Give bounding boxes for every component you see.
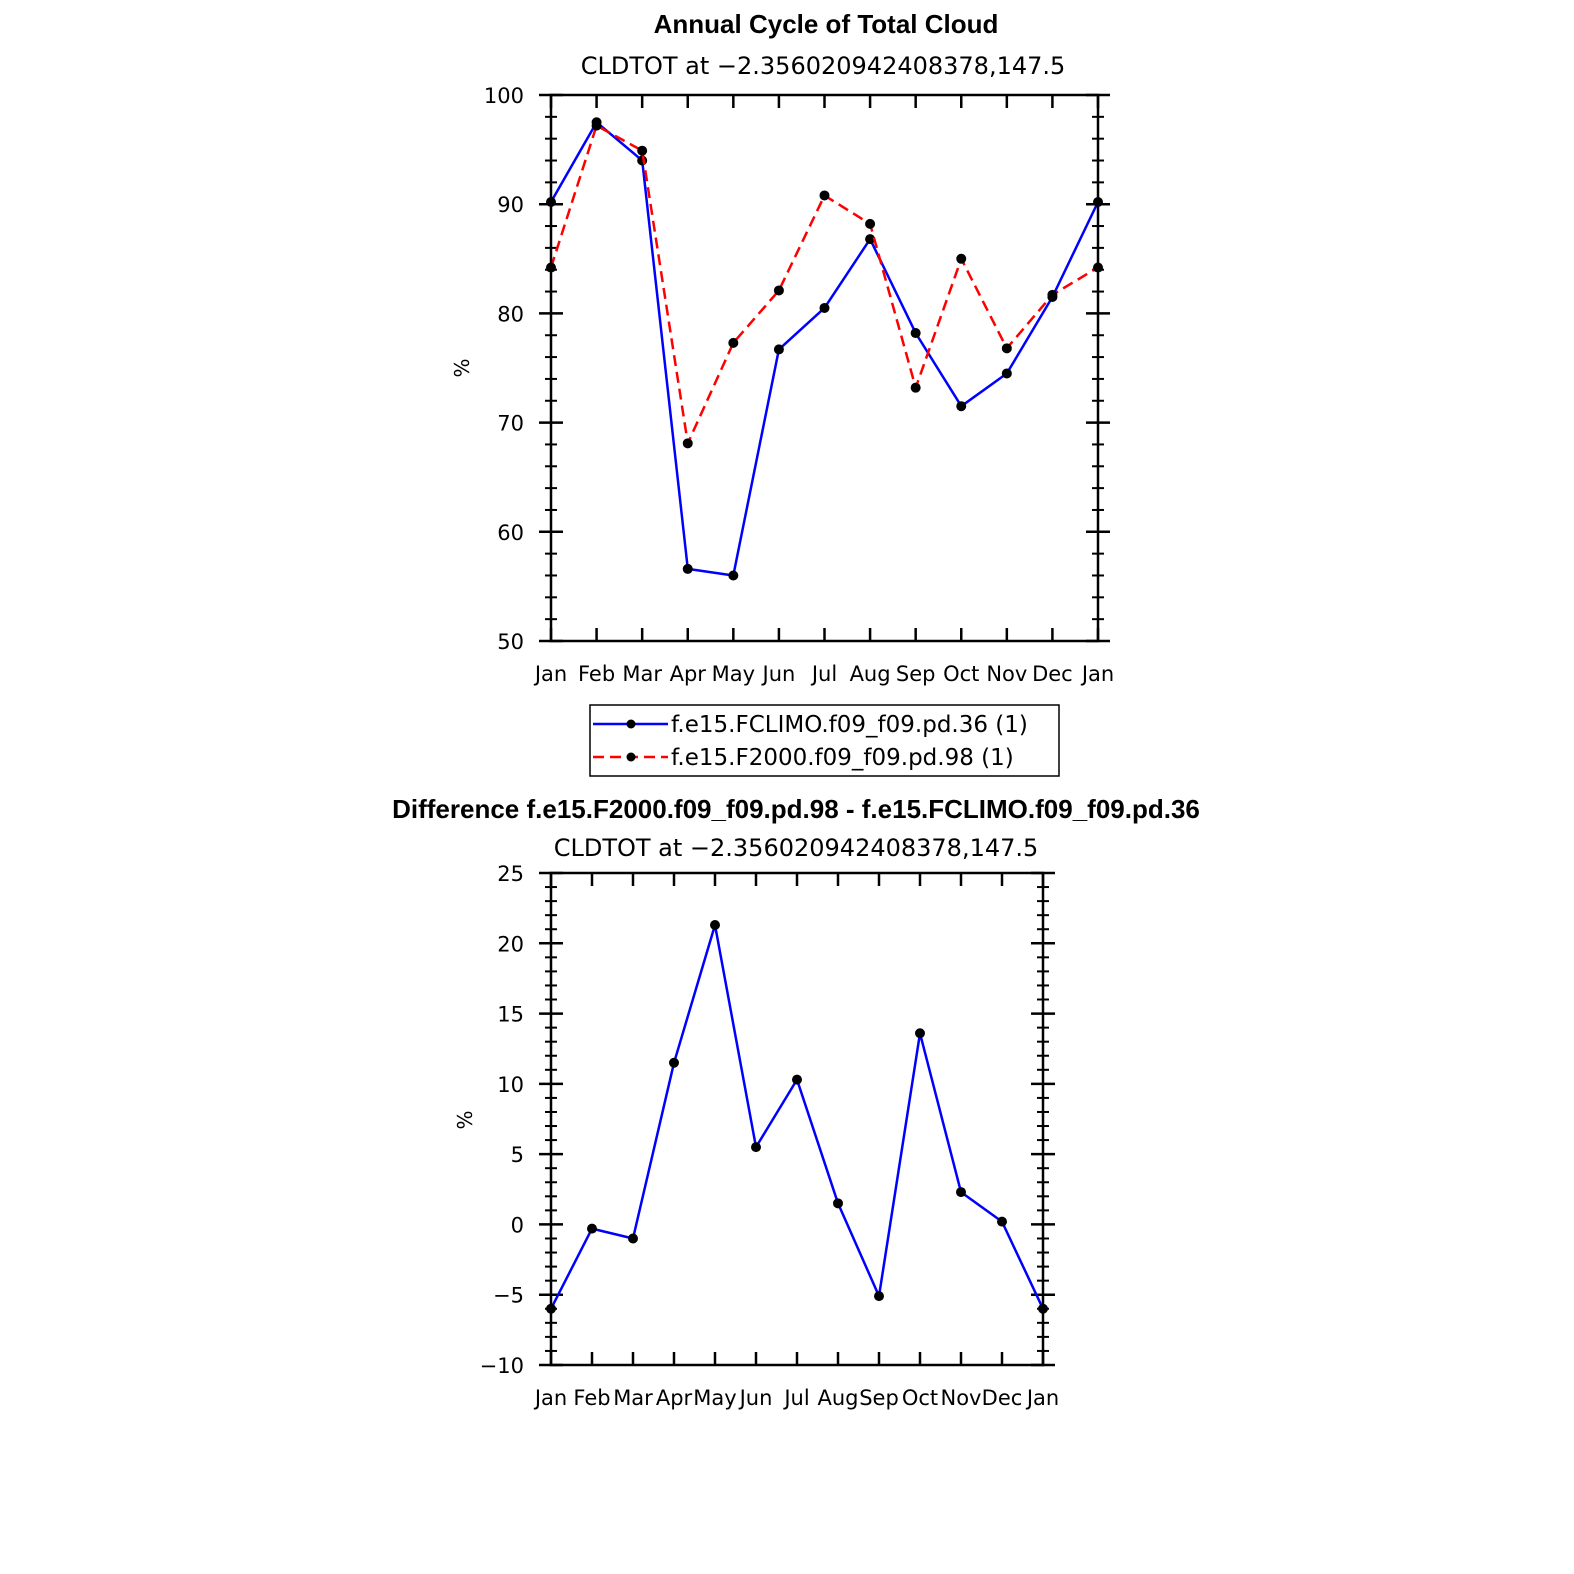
difference-chart: Difference f.e15.F2000.f09_f09.pd.98 - f…	[392, 794, 1200, 1410]
x-tick-label: Feb	[573, 1386, 610, 1410]
data-point-1	[728, 337, 739, 348]
y-axis-label: %	[450, 358, 474, 377]
data-point-1	[1001, 343, 1012, 354]
x-tick-label: Jan	[1080, 662, 1114, 686]
x-tick-label: Mar	[622, 662, 662, 686]
x-tick-label: Jun	[738, 1386, 773, 1410]
x-tick-label: Jul	[782, 1386, 809, 1410]
data-point-1	[591, 120, 602, 131]
series-layer	[546, 920, 1048, 1314]
data-point-0	[773, 344, 784, 355]
y-tick-label: 15	[497, 1003, 524, 1027]
data-point-0	[819, 302, 830, 313]
data-point-0	[587, 1223, 597, 1234]
data-point-1	[637, 145, 648, 156]
data-point-0	[833, 1198, 843, 1209]
tick-labels: Jan Feb Mar Apr May Jun Jul Aug Sep Oct Nov Dec Jan−…	[480, 862, 1060, 1410]
x-tick-label: Jul	[810, 662, 837, 686]
x-tick-label: Apr	[670, 662, 707, 686]
data-point-0	[1001, 368, 1012, 379]
x-tick-label: Apr	[656, 1386, 693, 1410]
x-tick-label: Jun	[761, 662, 796, 686]
x-tick-label: May	[693, 1386, 736, 1410]
data-point-1	[956, 253, 967, 264]
data-point-0	[728, 570, 739, 581]
chart-subtitle: CLDTOT at −2.356020942408378,147.5	[554, 834, 1039, 862]
data-point-0	[956, 1187, 966, 1198]
y-axis-label: %	[453, 1110, 477, 1129]
x-tick-label: Dec	[982, 1386, 1023, 1410]
x-tick-label: Jan	[1025, 1386, 1059, 1410]
legend-label-fclimo: f.e15.FCLIMO.f09_f09.pd.36 (1)	[671, 712, 1028, 738]
data-point-0	[710, 920, 720, 931]
y-tick-label: 20	[497, 932, 524, 956]
data-point-1	[910, 382, 921, 393]
legend-marker-f2000	[626, 752, 636, 762]
data-point-0	[682, 563, 693, 574]
y-tick-label: 10	[497, 1073, 524, 1097]
x-tick-label: Jan	[533, 662, 567, 686]
y-tick-label: 5	[511, 1143, 524, 1167]
y-tick-label: 50	[497, 630, 524, 654]
x-tick-label: Jan	[533, 1386, 567, 1410]
series-layer	[546, 117, 1103, 581]
y-tick-label: 80	[497, 302, 524, 326]
x-tick-label: Dec	[1032, 662, 1073, 686]
data-point-1	[1047, 289, 1058, 300]
x-tick-label: Oct	[943, 662, 979, 686]
tick-labels: Jan Feb Mar Apr May Jun Jul Aug Sep Oct Nov Dec Jan 5…	[484, 84, 1114, 686]
y-tick-label: −10	[480, 1354, 524, 1378]
plot-frame	[549, 871, 1045, 1367]
chart-subtitle: CLDTOT at −2.356020942408378,147.5	[581, 52, 1066, 80]
x-tick-label: Mar	[613, 1386, 653, 1410]
data-point-1	[682, 438, 693, 449]
y-tick-label: 60	[497, 521, 524, 545]
y-tick-label: 0	[511, 1213, 524, 1237]
legend-marker-fclimo	[626, 719, 636, 729]
x-tick-label: May	[712, 662, 755, 686]
legend-label-f2000: f.e15.F2000.f09_f09.pd.98 (1)	[671, 745, 1014, 771]
data-point-0	[910, 328, 921, 339]
x-tick-label: Oct	[902, 1386, 938, 1410]
chart-title: Difference f.e15.F2000.f09_f09.pd.98 - f…	[392, 794, 1200, 824]
y-tick-label: 90	[497, 193, 524, 217]
data-point-0	[956, 401, 967, 412]
y-tick-label: 25	[497, 862, 524, 886]
data-point-1	[865, 218, 876, 229]
data-point-1	[773, 285, 784, 296]
data-point-0	[915, 1028, 925, 1039]
x-tick-label: Nov	[986, 662, 1027, 686]
y-tick-label: −5	[493, 1284, 524, 1308]
x-tick-label: Feb	[578, 662, 615, 686]
plot-frame	[549, 93, 1100, 643]
x-tick-label: Sep	[896, 662, 936, 686]
data-point-0	[669, 1057, 679, 1068]
data-point-0	[997, 1216, 1007, 1227]
data-point-0	[874, 1291, 884, 1302]
data-point-0	[628, 1233, 638, 1244]
y-tick-label: 100	[484, 84, 524, 108]
data-point-0	[865, 234, 876, 245]
y-tick-label: 70	[497, 412, 524, 436]
data-point-0	[792, 1074, 802, 1085]
annual-cycle-chart: Annual Cycle of Total Cloud CLDTOT at −2…	[450, 9, 1114, 777]
x-tick-label: Aug	[850, 662, 891, 686]
legend: f.e15.FCLIMO.f09_f09.pd.36 (1) f.e15.F20…	[589, 704, 1060, 777]
legend-box	[589, 704, 1060, 777]
data-point-1	[819, 190, 830, 201]
x-tick-label: Sep	[859, 1386, 899, 1410]
chart-title: Annual Cycle of Total Cloud	[654, 9, 999, 39]
x-tick-label: Nov	[941, 1386, 982, 1410]
data-point-0	[751, 1142, 761, 1153]
x-tick-label: Aug	[817, 1386, 858, 1410]
